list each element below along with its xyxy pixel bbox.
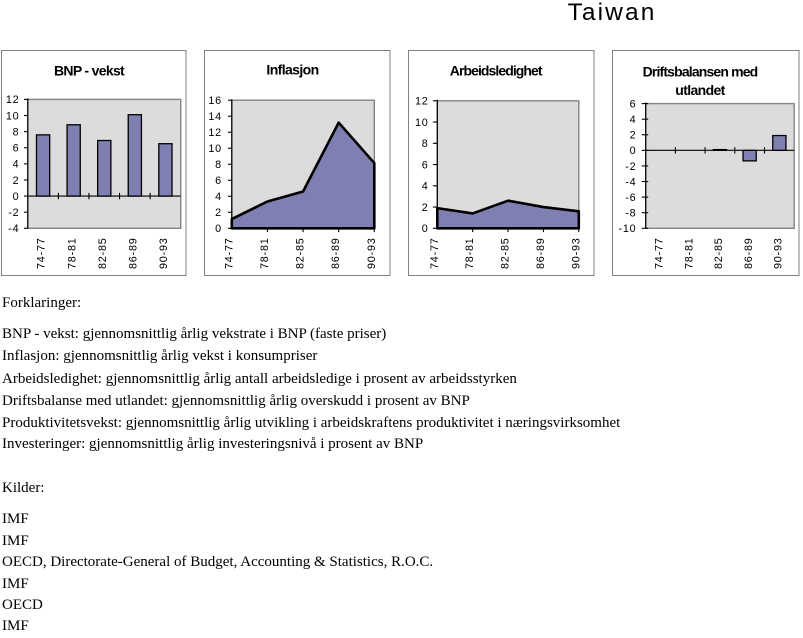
svg-text:2: 2: [215, 207, 222, 219]
svg-text:2: 2: [630, 130, 637, 142]
svg-text:82-85: 82-85: [97, 237, 109, 269]
svg-text:BNP - vekst: BNP - vekst: [54, 63, 125, 79]
svg-text:10: 10: [6, 110, 20, 122]
svg-text:82-85: 82-85: [295, 237, 307, 269]
svg-text:0: 0: [13, 191, 20, 203]
svg-text:-2: -2: [8, 207, 19, 219]
svg-text:6: 6: [215, 175, 222, 187]
svg-text:0: 0: [630, 145, 637, 157]
svg-text:8: 8: [422, 138, 429, 150]
svg-text:78-81: 78-81: [66, 237, 78, 269]
svg-text:78-81: 78-81: [259, 237, 271, 269]
svg-text:82-85: 82-85: [713, 237, 725, 269]
svg-text:utlandet: utlandet: [675, 82, 725, 98]
svg-text:-6: -6: [625, 192, 636, 204]
svg-text:86-89: 86-89: [127, 237, 139, 269]
svg-text:86-89: 86-89: [330, 237, 342, 269]
svg-text:74-77: 74-77: [429, 237, 441, 269]
svg-text:90-93: 90-93: [570, 237, 582, 269]
svg-text:10: 10: [415, 117, 429, 129]
svg-text:12: 12: [208, 127, 222, 139]
svg-text:4: 4: [422, 181, 429, 193]
svg-text:6: 6: [422, 159, 429, 171]
svg-text:86-89: 86-89: [535, 237, 547, 269]
svg-text:90-93: 90-93: [158, 237, 170, 269]
svg-text:4: 4: [630, 114, 637, 126]
svg-text:10: 10: [208, 143, 222, 155]
svg-text:-4: -4: [625, 176, 636, 188]
svg-text:-8: -8: [625, 208, 636, 220]
svg-text:4: 4: [215, 191, 222, 203]
svg-text:8: 8: [215, 159, 222, 171]
svg-text:-2: -2: [625, 161, 636, 173]
svg-text:6: 6: [630, 98, 637, 110]
svg-text:12: 12: [415, 96, 429, 108]
svg-text:74-77: 74-77: [36, 237, 48, 269]
svg-text:74-77: 74-77: [223, 237, 235, 269]
svg-text:78-81: 78-81: [464, 237, 476, 269]
svg-text:74-77: 74-77: [654, 237, 666, 269]
svg-text:90-93: 90-93: [366, 237, 378, 269]
svg-text:Arbeidsledighet: Arbeidsledighet: [450, 63, 543, 79]
svg-text:14: 14: [208, 111, 222, 123]
svg-text:16: 16: [208, 95, 222, 107]
svg-text:2: 2: [422, 202, 429, 214]
svg-text:8: 8: [13, 126, 20, 138]
svg-text:-4: -4: [8, 223, 19, 235]
svg-text:6: 6: [13, 143, 20, 155]
svg-text:Driftsbalansen med: Driftsbalansen med: [643, 64, 758, 80]
svg-text:-10: -10: [619, 223, 637, 235]
svg-text:86-89: 86-89: [743, 237, 755, 269]
svg-text:4: 4: [13, 159, 20, 171]
svg-text:0: 0: [215, 223, 222, 235]
svg-text:0: 0: [422, 223, 429, 235]
svg-text:78-81: 78-81: [683, 237, 695, 269]
svg-text:2: 2: [13, 175, 20, 187]
svg-text:82-85: 82-85: [500, 237, 512, 269]
svg-text:12: 12: [6, 94, 20, 106]
svg-text:Inflasjon: Inflasjon: [266, 62, 318, 78]
svg-text:90-93: 90-93: [773, 237, 785, 269]
